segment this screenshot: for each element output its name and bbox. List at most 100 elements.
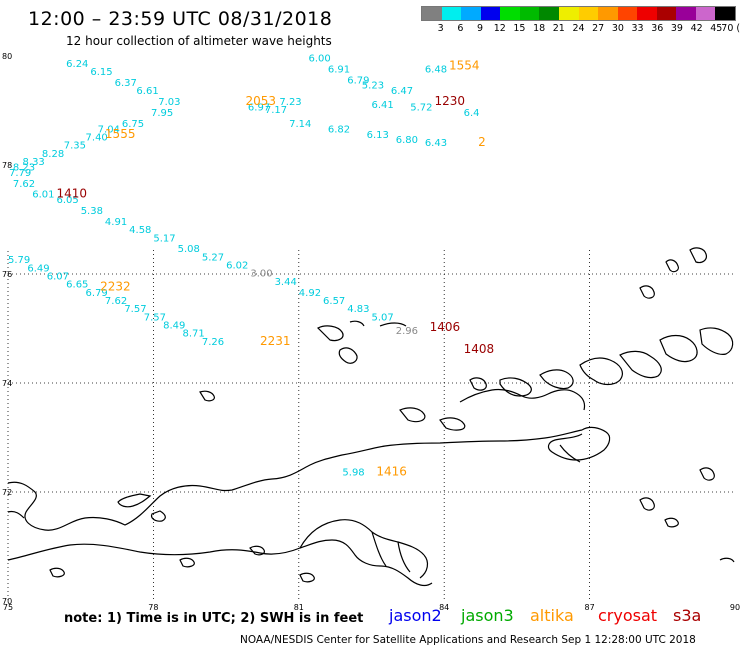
axis-labels: 75 78 81 84 87 90 80 78 76 74 72 70	[2, 52, 740, 612]
pass-time-tag: 1554	[449, 59, 480, 73]
map-title: 12:00 – 23:59 UTC 08/31/2018	[28, 8, 333, 30]
wave-height-value: 7.62	[105, 296, 127, 307]
color-scale-label: 18	[533, 23, 546, 34]
satellite-legend-entry: s3a	[673, 606, 702, 625]
wave-height-value: 3.44	[275, 277, 297, 288]
color-swatch	[539, 7, 559, 20]
wave-height-value: 5.07	[372, 312, 394, 323]
footer-credit: NOAA/NESDIS Center for Satellite Applica…	[240, 634, 696, 646]
wave-height-value: 5.38	[81, 206, 103, 217]
wave-height-value: 6.37	[115, 78, 137, 89]
satellite-legend-entry: jason3	[461, 606, 514, 625]
wave-height-value: 7.95	[151, 108, 173, 119]
color-scale-label: 6	[457, 23, 464, 34]
color-scale-label: 33	[631, 23, 644, 34]
lon-tick-label: 81	[294, 603, 304, 612]
wave-height-value: 6.79	[86, 288, 108, 299]
color-scale-label: 45	[710, 23, 723, 34]
color-swatch	[656, 7, 677, 20]
color-scale-label: 30	[611, 23, 624, 34]
wave-height-value: 6.80	[396, 135, 418, 146]
wave-height-value: 6.91	[328, 64, 350, 75]
wave-height-value: 6.00	[308, 53, 330, 64]
pass-time-tag: 2053	[245, 94, 276, 108]
color-swatch	[715, 7, 735, 20]
wave-height-value: 5.27	[202, 252, 224, 263]
wave-height-value: 7.26	[202, 337, 224, 348]
wave-height-value: 7.14	[289, 119, 311, 130]
pass-time-tag: 2	[478, 135, 486, 149]
wave-height-value: 6.49	[27, 263, 49, 274]
wave-height-value: 8.71	[182, 329, 204, 340]
wave-height-value: 7.04	[98, 124, 120, 135]
wave-height-value: 6.79	[347, 75, 369, 86]
wave-height-value: 5.17	[153, 233, 175, 244]
pass-time-tag: 2231	[260, 334, 291, 348]
color-scale-label: 12	[493, 23, 506, 34]
lat-tick-label: 74	[2, 379, 12, 388]
wave-height-value: 4.91	[105, 217, 127, 228]
color-swatch	[695, 7, 716, 20]
wave-height-value: 5.23	[362, 81, 384, 92]
wave-height-value: 6.15	[90, 67, 112, 78]
wave-height-value: 6.13	[367, 130, 389, 141]
wave-height-value: 6.01	[32, 190, 54, 201]
pass-time-tag: 1410	[56, 187, 87, 201]
color-scale-label: 15	[513, 23, 526, 34]
wave-height-value: 6.82	[328, 124, 350, 135]
lat-tick-label: 72	[2, 488, 12, 497]
satellite-legend-entry: jason2	[389, 606, 442, 625]
color-scale-label: 70 (ft)	[721, 23, 740, 34]
lon-tick-label: 78	[148, 603, 158, 612]
wave-height-value: 5.72	[410, 103, 432, 114]
color-scale-label: 21	[552, 23, 565, 34]
wave-height-value: 6.61	[136, 86, 158, 97]
wave-height-value: 7.62	[13, 179, 35, 190]
satellite-legend-entry: altika	[530, 606, 574, 625]
wave-height-value: 6.47	[391, 86, 413, 97]
wave-height-value: 7.40	[86, 132, 108, 143]
wave-height-value: 7.57	[144, 312, 166, 323]
color-swatch	[500, 7, 520, 20]
lon-tick-label: 75	[3, 603, 13, 612]
wave-height-value: 4.83	[347, 304, 369, 315]
wave-height-value: 7.23	[279, 97, 301, 108]
wave-height-value: 2.96	[396, 326, 418, 337]
lat-tick-label: 78	[2, 161, 12, 170]
wave-height-value: 4.58	[129, 225, 151, 236]
wave-height-value: 6.65	[66, 280, 88, 291]
wave-height-value: 8.23	[13, 162, 35, 173]
wave-height-value: 5.08	[178, 244, 200, 255]
wave-height-value: 6.43	[425, 138, 447, 149]
lat-tick-label: 76	[2, 270, 12, 279]
wave-height-value: 8.28	[42, 149, 64, 160]
pass-time-tag: 1555	[105, 127, 136, 141]
wave-height-value: 6.05	[56, 195, 78, 206]
pass-time-tag: 1230	[435, 94, 466, 108]
wave-height-value: 6.41	[372, 100, 394, 111]
color-swatch	[598, 7, 618, 20]
wave-height-value: 7.79	[9, 168, 31, 179]
color-swatch	[617, 7, 638, 20]
wave-height-value: 6.48	[425, 64, 447, 75]
wave-height-value: 8.33	[23, 157, 45, 168]
color-swatch	[519, 7, 540, 20]
color-swatch	[480, 7, 501, 20]
wave-height-value: 7.57	[124, 304, 146, 315]
wave-height-value: 6.02	[226, 261, 248, 272]
units-note: note: 1) Time is in UTC; 2) SWH is in fe…	[64, 611, 364, 626]
wave-height-value: 8.49	[163, 321, 185, 332]
wave-height-value: 7.03	[158, 97, 180, 108]
color-scale-label: 27	[592, 23, 605, 34]
coastline	[7, 247, 735, 587]
color-scale-label: 3	[437, 23, 444, 34]
map-subtitle: 12 hour collection of altimeter wave hei…	[66, 34, 332, 48]
color-swatch	[558, 7, 579, 20]
pass-time-tag: 1408	[464, 342, 495, 356]
wave-height-value: 5.98	[342, 468, 364, 479]
color-scale-label: 42	[690, 23, 703, 34]
lat-tick-label: 80	[2, 52, 12, 61]
